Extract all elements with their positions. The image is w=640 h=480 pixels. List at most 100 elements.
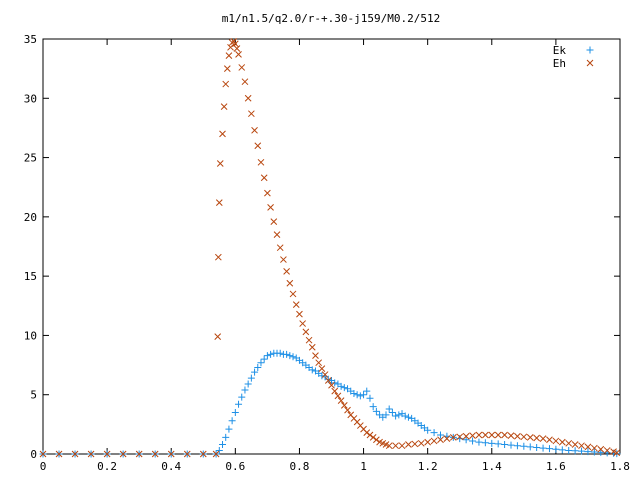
point-eh	[597, 445, 605, 453]
point-ek	[235, 400, 243, 408]
point-ek	[241, 386, 249, 394]
point-eh	[539, 435, 547, 442]
point-ek	[404, 413, 412, 421]
point-eh	[552, 437, 560, 445]
point-eh	[337, 397, 345, 404]
point-eh	[305, 336, 313, 344]
point-eh	[183, 450, 191, 458]
point-ek	[215, 446, 223, 454]
point-eh	[273, 231, 281, 238]
x-tick-label: 0.4	[161, 460, 181, 473]
point-eh	[603, 447, 611, 454]
point-ek	[324, 375, 332, 383]
point-eh	[363, 429, 371, 437]
point-ek	[247, 374, 255, 382]
x-tick-label: 1.2	[418, 460, 438, 473]
point-eh	[318, 365, 326, 372]
x-tick-label: 1.6	[546, 460, 566, 473]
point-ek	[388, 409, 396, 416]
point-eh	[296, 310, 303, 318]
x-tick-label: 0	[40, 460, 47, 473]
point-eh	[299, 320, 307, 327]
point-eh	[254, 142, 262, 150]
point-ek	[488, 439, 496, 447]
point-eh	[238, 64, 246, 71]
point-eh	[302, 328, 310, 336]
point-ek	[385, 405, 393, 413]
point-eh	[405, 441, 412, 448]
point-eh	[292, 301, 300, 308]
point-eh	[424, 438, 432, 446]
point-eh	[223, 65, 231, 72]
legend-label-eh: Eh	[553, 57, 566, 70]
point-eh	[270, 218, 278, 225]
point-ek	[372, 407, 380, 415]
point-eh	[308, 343, 316, 351]
point-ek	[228, 417, 236, 425]
point-eh	[215, 199, 223, 206]
point-eh	[373, 436, 380, 444]
point-eh	[613, 449, 621, 457]
x-tick-label: 0.8	[290, 460, 310, 473]
point-ek	[340, 384, 348, 392]
point-eh	[443, 435, 451, 442]
point-eh	[494, 431, 502, 439]
point-eh	[369, 434, 377, 441]
point-eh	[417, 439, 425, 447]
point-ek	[539, 444, 547, 452]
point-eh	[267, 204, 274, 211]
y-tick-label: 5	[30, 389, 37, 402]
point-ek	[571, 447, 579, 455]
point-ek	[219, 441, 227, 449]
point-ek	[395, 411, 403, 419]
point-eh	[214, 253, 222, 261]
point-eh	[366, 431, 374, 439]
point-eh	[248, 110, 255, 118]
point-ek	[552, 445, 560, 453]
point-eh	[151, 450, 159, 458]
point-ek	[507, 441, 515, 449]
point-eh	[87, 450, 95, 458]
point-ek	[424, 426, 432, 434]
plot-area	[39, 38, 621, 458]
point-ek	[392, 412, 400, 420]
point-ek	[526, 443, 534, 451]
point-eh	[119, 450, 127, 458]
point-ek	[436, 431, 444, 439]
point-ek	[331, 379, 339, 387]
point-eh	[220, 103, 228, 110]
x-tick-label: 1.8	[610, 460, 630, 473]
point-eh	[276, 244, 284, 252]
chart-title: m1/n1.5/q2.0/r-+.30-j159/M0.2/512	[222, 12, 441, 25]
point-eh	[482, 431, 489, 439]
point-ek	[558, 446, 566, 454]
point-eh	[222, 80, 230, 88]
point-eh	[331, 387, 339, 395]
point-eh	[334, 392, 342, 400]
point-eh	[216, 160, 224, 167]
point-ek	[231, 409, 239, 416]
point-ek	[545, 445, 553, 453]
point-eh	[315, 359, 323, 367]
point-eh	[501, 431, 508, 439]
point-ek	[520, 442, 528, 450]
point-eh	[225, 52, 233, 59]
x-axis: 0 0.2 0.4 0.6 0.8 1 1.2 1.4 1.6 1.8	[40, 39, 630, 473]
point-ek	[254, 363, 262, 371]
y-tick-label: 0	[30, 448, 37, 461]
point-eh	[520, 433, 528, 441]
point-ek	[533, 443, 541, 451]
point-eh	[475, 431, 483, 439]
point-eh	[533, 434, 541, 442]
point-eh	[257, 158, 265, 166]
point-ek	[597, 448, 605, 456]
series-eh	[39, 38, 621, 458]
point-eh	[71, 450, 79, 458]
point-eh	[212, 450, 220, 458]
point-eh	[456, 433, 464, 441]
point-ek	[257, 359, 265, 367]
point-eh	[469, 432, 476, 439]
point-eh	[244, 94, 252, 102]
point-ek	[382, 411, 390, 419]
